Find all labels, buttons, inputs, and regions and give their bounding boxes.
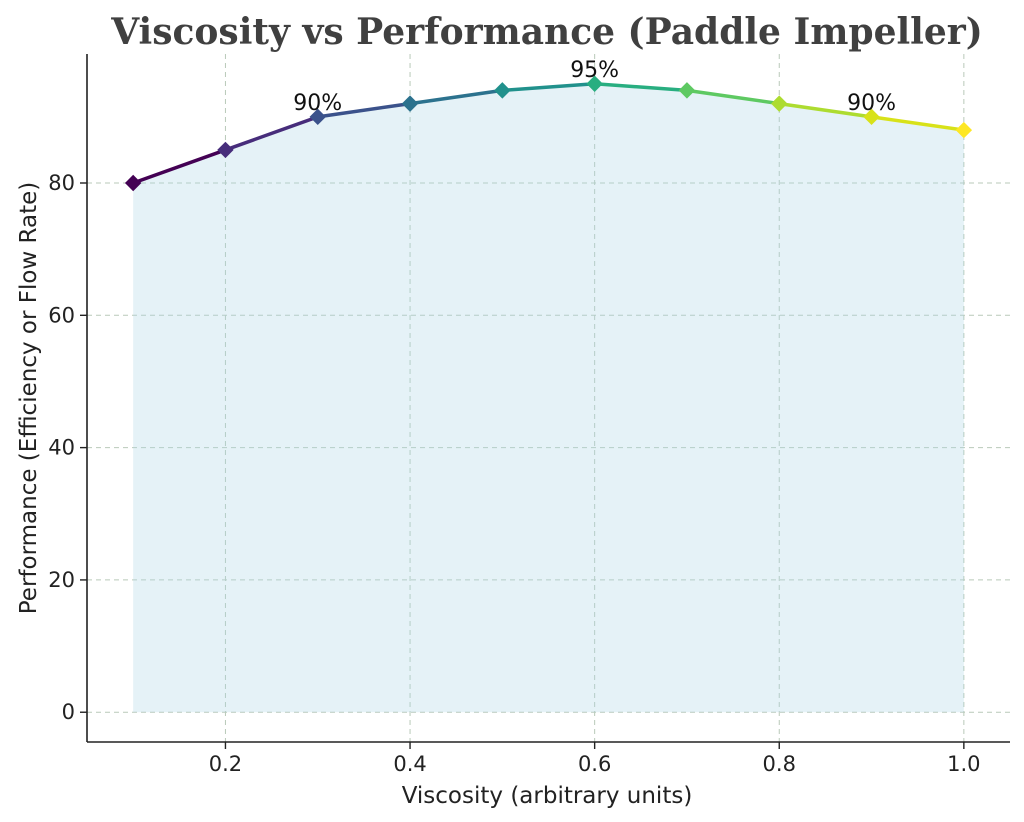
x-tick-label: 1.0: [947, 752, 980, 776]
x-tick-label: 0.4: [393, 752, 426, 776]
x-tick-label: 0.6: [578, 752, 611, 776]
y-tick-label: 80: [48, 171, 75, 195]
data-point: [955, 121, 973, 139]
y-axis-label: Performance (Efficiency or Flow Rate): [16, 182, 42, 615]
data-label: 90%: [847, 91, 896, 116]
line-segment: [777, 101, 874, 119]
data-label: 95%: [570, 58, 619, 83]
chart-title: Viscosity vs Performance (Paddle Impelle…: [110, 11, 983, 53]
data-point: [863, 108, 880, 126]
x-axis-label: Viscosity (arbitrary units): [402, 783, 693, 809]
x-tick-label: 0.8: [763, 752, 796, 776]
line-segment: [223, 115, 320, 152]
x-tick-label: 0.2: [209, 752, 242, 776]
data-point: [124, 174, 142, 192]
data-point: [678, 82, 696, 99]
label-layer: 0.2 0.4 0.6 0.8 1.0 0 20 40 60 80 90% 95% 90%: [48, 58, 980, 776]
data-point: [586, 75, 603, 92]
line-layer: [131, 82, 966, 185]
marker-layer: [124, 75, 973, 192]
data-point: [494, 82, 511, 99]
data-point: [309, 108, 326, 126]
y-tick-label: 40: [48, 436, 75, 460]
area-fill-layer: [133, 83, 964, 713]
line-segment: [592, 82, 689, 93]
line-segment: [408, 88, 505, 106]
line-segment: [131, 148, 228, 185]
y-tick-label: 60: [48, 303, 75, 327]
line-segment: [500, 82, 597, 93]
line-segment: [316, 101, 412, 119]
y-tick-label: 20: [48, 568, 75, 592]
data-label: 90%: [293, 91, 342, 116]
area-fill: [133, 83, 964, 713]
axes-layer: [80, 54, 1010, 749]
line-segment: [685, 88, 781, 106]
data-point: [771, 95, 788, 112]
line-segment: [869, 115, 966, 132]
y-tick-label: 0: [62, 700, 75, 724]
grid-layer: [87, 54, 1010, 742]
data-point: [217, 141, 234, 159]
data-point: [401, 95, 419, 112]
